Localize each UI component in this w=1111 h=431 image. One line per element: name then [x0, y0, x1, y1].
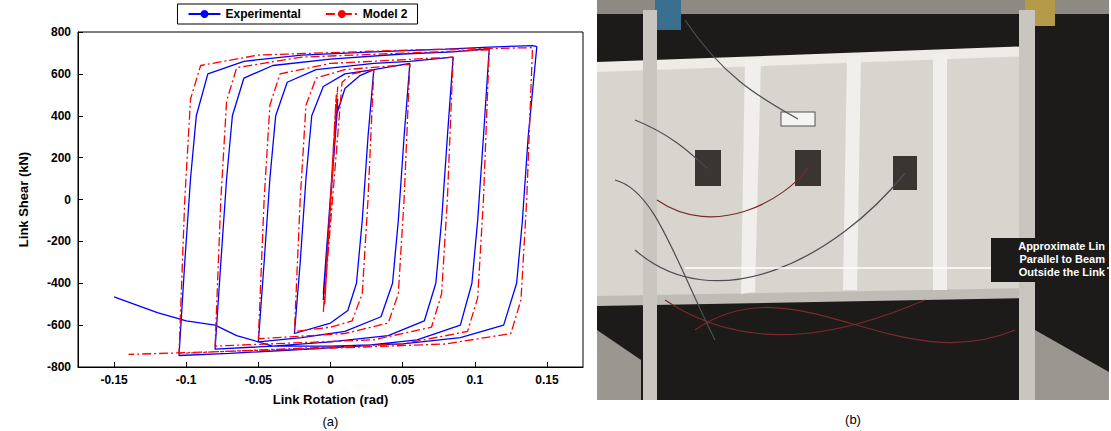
svg-text:600: 600: [51, 67, 71, 81]
svg-text:(a): (a): [323, 414, 339, 429]
svg-text:0.15: 0.15: [535, 373, 559, 387]
svg-text:Experimental: Experimental: [225, 7, 300, 21]
svg-text:Link Rotation (rad): Link Rotation (rad): [273, 392, 389, 407]
svg-text:-200: -200: [47, 234, 71, 248]
svg-text:800: 800: [51, 25, 71, 39]
svg-text:-600: -600: [47, 318, 71, 332]
svg-text:(b): (b): [845, 412, 861, 427]
svg-text:-0.15: -0.15: [100, 373, 128, 387]
svg-text:Link Shear (kN): Link Shear (kN): [16, 152, 31, 247]
svg-text:Parallel to Beam: Parallel to Beam: [1019, 253, 1105, 265]
svg-text:Model 2: Model 2: [363, 7, 408, 21]
svg-text:Outside the Link: Outside the Link: [1019, 266, 1106, 278]
svg-text:-0.1: -0.1: [176, 373, 197, 387]
svg-text:0: 0: [327, 373, 334, 387]
svg-text:Approximate Lin: Approximate Lin: [1018, 240, 1105, 252]
svg-text:-0.05: -0.05: [245, 373, 273, 387]
svg-text:200: 200: [51, 151, 71, 165]
svg-text:0.1: 0.1: [466, 373, 483, 387]
svg-text:-800: -800: [47, 360, 71, 374]
svg-text:400: 400: [51, 109, 71, 123]
svg-text:0: 0: [64, 193, 71, 207]
svg-text:0.05: 0.05: [391, 373, 415, 387]
svg-text:-400: -400: [47, 276, 71, 290]
